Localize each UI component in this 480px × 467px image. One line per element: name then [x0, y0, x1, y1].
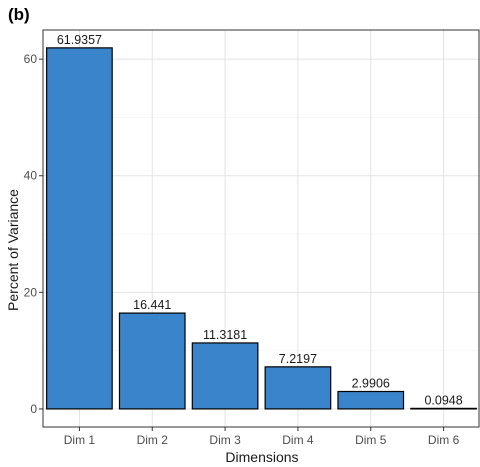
bar-dim-6 — [410, 407, 477, 410]
y-tick-label: 20 — [24, 285, 38, 299]
x-tick-label: Dim 4 — [282, 433, 314, 447]
bar-dim-2 — [118, 312, 186, 410]
y-tick-label: 40 — [24, 169, 38, 183]
y-axis-title: Percent of Variance — [5, 189, 21, 311]
bar-dim-4 — [264, 366, 332, 410]
y-tick-label: 0 — [30, 402, 37, 416]
y-tick-label: 60 — [24, 52, 38, 66]
data-labels: 61.9357 16.441 11.3181 7.2197 2.9906 0.0948 — [57, 33, 463, 408]
panel-label: (b) — [8, 5, 30, 24]
data-label: 7.2197 — [279, 352, 317, 366]
bar-dim-3 — [191, 342, 259, 410]
y-axis: 0 20 40 60 — [24, 52, 43, 416]
data-label: 0.0948 — [424, 393, 462, 407]
data-label: 16.441 — [133, 298, 171, 312]
x-tick-label: Dim 3 — [209, 433, 241, 447]
bar-dim-1 — [46, 47, 113, 410]
bar-dim-5 — [337, 390, 405, 410]
bars — [46, 47, 477, 410]
x-tick-label: Dim 6 — [428, 433, 460, 447]
data-label: 2.9906 — [352, 376, 390, 390]
panel-border — [42, 29, 480, 428]
x-axis: Dim 1 Dim 2 Dim 3 Dim 4 Dim 5 Dim 6 — [64, 427, 460, 447]
data-label: 61.9357 — [57, 33, 102, 47]
x-tick-label: Dim 2 — [137, 433, 169, 447]
x-tick-label: Dim 1 — [64, 433, 96, 447]
x-tick-label: Dim 5 — [355, 433, 387, 447]
x-axis-title: Dimensions — [225, 449, 298, 465]
data-label: 11.3181 — [203, 328, 247, 342]
